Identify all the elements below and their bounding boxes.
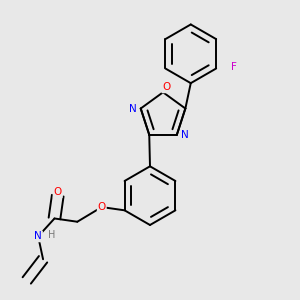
Text: N: N [181,130,189,140]
Text: F: F [231,62,237,72]
Text: N: N [129,103,136,113]
Text: H: H [47,230,55,240]
Text: O: O [98,202,106,212]
Text: O: O [162,82,170,92]
Text: N: N [34,231,42,242]
Text: O: O [54,188,62,197]
